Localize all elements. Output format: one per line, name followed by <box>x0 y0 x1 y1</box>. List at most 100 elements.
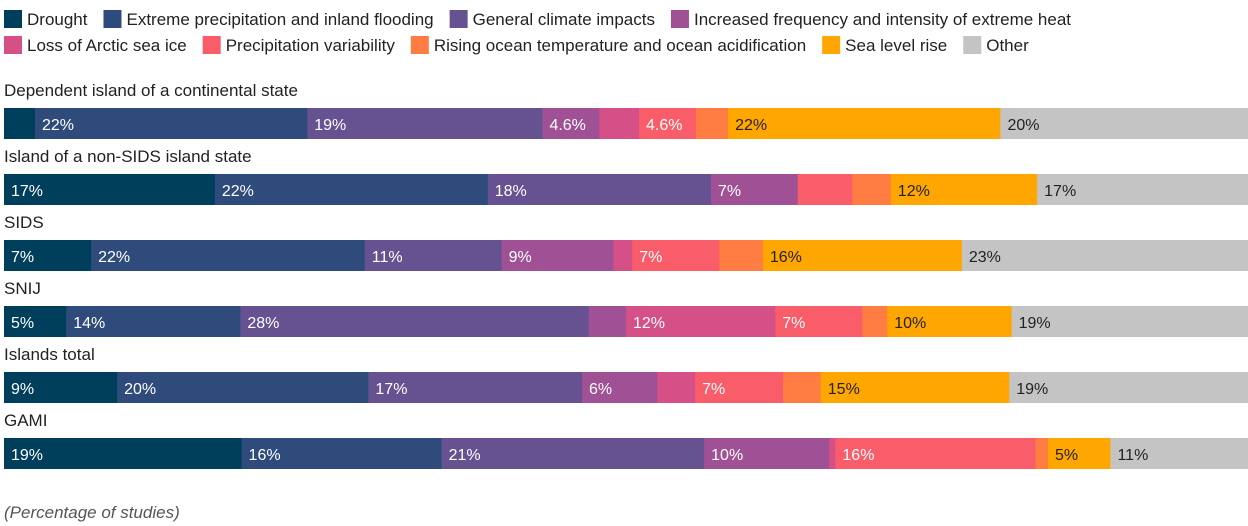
bar-group-sids: SIDS 7% 22% 11% 9% 7% 16% 23% <box>4 213 1248 271</box>
data-label: 22% <box>735 117 767 134</box>
legend-label: General climate impacts <box>473 10 655 29</box>
legend-label: Rising ocean temperature and ocean acidi… <box>434 36 806 55</box>
legend-label: Extreme precipitation and inland floodin… <box>126 10 433 29</box>
bar-segment-precipitation-variability <box>695 372 784 403</box>
legend: Drought Extreme precipitation and inland … <box>4 10 1071 55</box>
bar-segment-sea-level-rise <box>887 306 1013 337</box>
bar-segment-increased-frequency-and-intensity-of-extreme-heat <box>542 108 600 139</box>
legend-item-sea-level-rise: Sea level rise <box>822 36 947 55</box>
bar-segment-extreme-precipitation-and-inland-flooding <box>241 438 443 469</box>
bar-segment-extreme-precipitation-and-inland-flooding <box>66 306 241 337</box>
bar-segment-rising-ocean-temperature-and-ocean-acidification <box>719 240 764 271</box>
bar-group-dependent-island-of-a-continental-state: Dependent island of a continental state 2… <box>4 81 1248 139</box>
legend-swatch <box>822 36 841 54</box>
bar-segment-sea-level-rise <box>1047 438 1111 469</box>
bar-segment-precipitation-variability <box>632 240 720 271</box>
legend-item-precipitation-variability: Precipitation variability <box>202 36 395 55</box>
legend-item-extreme-precipitation-and-inland-flooding: Extreme precipitation and inland floodin… <box>103 10 434 29</box>
bar-segment-rising-ocean-temperature-and-ocean-acidification <box>1035 438 1049 469</box>
data-label: 12% <box>898 183 930 200</box>
data-label: 12% <box>633 315 665 332</box>
bar-segment-precipitation-variability <box>775 306 863 337</box>
bar-segment-extreme-precipitation-and-inland-flooding <box>117 372 369 403</box>
data-label: 17% <box>1044 183 1076 200</box>
bar-segment-other <box>961 240 1248 271</box>
legend-label: Sea level rise <box>845 36 947 55</box>
bar-segment-rising-ocean-temperature-and-ocean-acidification <box>695 108 729 139</box>
data-label: 7% <box>702 381 725 398</box>
data-label: 6% <box>589 381 612 398</box>
legend-item-general-climate-impacts: General climate impacts <box>449 10 655 29</box>
bar-segment-increased-frequency-and-intensity-of-extreme-heat <box>704 438 830 469</box>
bar-segment-extreme-precipitation-and-inland-flooding <box>91 240 366 271</box>
bar-segment-loss-of-arctic-sea-ice <box>626 306 776 337</box>
data-label: 17% <box>375 381 407 398</box>
data-label: 11% <box>1117 447 1148 464</box>
legend-swatch <box>449 10 468 28</box>
category-label: GAMI <box>4 411 47 430</box>
data-label: 7% <box>11 249 34 266</box>
bar-segment-general-climate-impacts <box>240 306 590 337</box>
bar-segment-extreme-precipitation-and-inland-flooding <box>34 108 308 139</box>
data-label: 4.6% <box>549 117 585 134</box>
legend-swatch <box>410 36 429 54</box>
data-label: 28% <box>247 315 279 332</box>
data-label: 22% <box>222 183 254 200</box>
data-label: 19% <box>1016 381 1048 398</box>
category-label: Islands total <box>4 345 95 364</box>
bar-segment-sea-level-rise <box>762 240 963 271</box>
bar-segment-other <box>1011 306 1248 337</box>
legend-swatch <box>670 10 689 28</box>
bar-segment-rising-ocean-temperature-and-ocean-acidification <box>852 174 892 205</box>
bar-segment-rising-ocean-temperature-and-ocean-acidification <box>862 306 888 337</box>
bar-segment-rising-ocean-temperature-and-ocean-acidification <box>783 372 822 403</box>
bar-segment-drought <box>4 240 92 271</box>
bar-segment-general-climate-impacts <box>368 372 583 403</box>
bar-segment-loss-of-arctic-sea-ice <box>613 240 633 271</box>
legend-label: Loss of Arctic sea ice <box>27 36 187 55</box>
data-label: 20% <box>1007 117 1039 134</box>
bar-segment-loss-of-arctic-sea-ice <box>829 438 836 469</box>
category-label: Dependent island of a continental state <box>4 81 298 100</box>
data-label: 16% <box>842 447 874 464</box>
data-label: 16% <box>249 447 281 464</box>
legend-item-drought: Drought <box>4 10 88 29</box>
data-label: 10% <box>711 447 743 464</box>
legend-item-other: Other <box>963 36 1029 55</box>
data-label: 9% <box>11 381 34 398</box>
legend-item-increased-frequency-and-intensity-of-extreme-heat: Increased frequency and intensity of ext… <box>670 10 1071 29</box>
bar-segment-other <box>1000 108 1248 139</box>
bar-group-gami: GAMI 19% 16% 21% 10% 16% 5% 11% <box>4 411 1248 469</box>
bar-segment-drought <box>4 438 243 469</box>
data-label: 20% <box>124 381 156 398</box>
bar-segment-increased-frequency-and-intensity-of-extreme-heat <box>588 306 627 337</box>
data-label: 4.6% <box>646 117 682 134</box>
data-label: 5% <box>1055 447 1078 464</box>
category-label: SNIJ <box>4 279 41 298</box>
bar-segment-sea-level-rise <box>890 174 1038 205</box>
data-label: 19% <box>11 447 43 464</box>
bar-group-islands-total: Islands total 9% 20% 17% 6% 7% 15% 19% <box>4 345 1248 403</box>
bar-segment-drought <box>4 372 118 403</box>
bar-segment-drought <box>4 174 216 205</box>
data-label: 19% <box>314 117 346 134</box>
bar-segment-drought <box>4 306 67 337</box>
legend-item-loss-of-arctic-sea-ice: Loss of Arctic sea ice <box>4 36 187 55</box>
legend-swatch <box>963 36 982 54</box>
legend-item-rising-ocean-temperature-and-ocean-acidification: Rising ocean temperature and ocean acidi… <box>410 36 806 55</box>
bar-segment-general-climate-impacts <box>364 240 503 271</box>
data-label: 22% <box>98 249 130 266</box>
bar-segment-general-climate-impacts <box>487 174 712 205</box>
bar-segment-general-climate-impacts <box>307 108 543 139</box>
category-label: Island of a non-SIDS island state <box>4 147 252 166</box>
legend-swatch <box>4 36 22 54</box>
data-label: 15% <box>828 381 860 398</box>
data-label: 17% <box>11 183 43 200</box>
data-label: 14% <box>73 315 105 332</box>
bar-segment-sea-level-rise <box>820 372 1010 403</box>
data-label: 11% <box>372 249 403 266</box>
bar-segment-precipitation-variability <box>835 438 1036 469</box>
data-label: 19% <box>1019 315 1051 332</box>
bar-groups: Dependent island of a continental state 2… <box>4 81 1248 469</box>
